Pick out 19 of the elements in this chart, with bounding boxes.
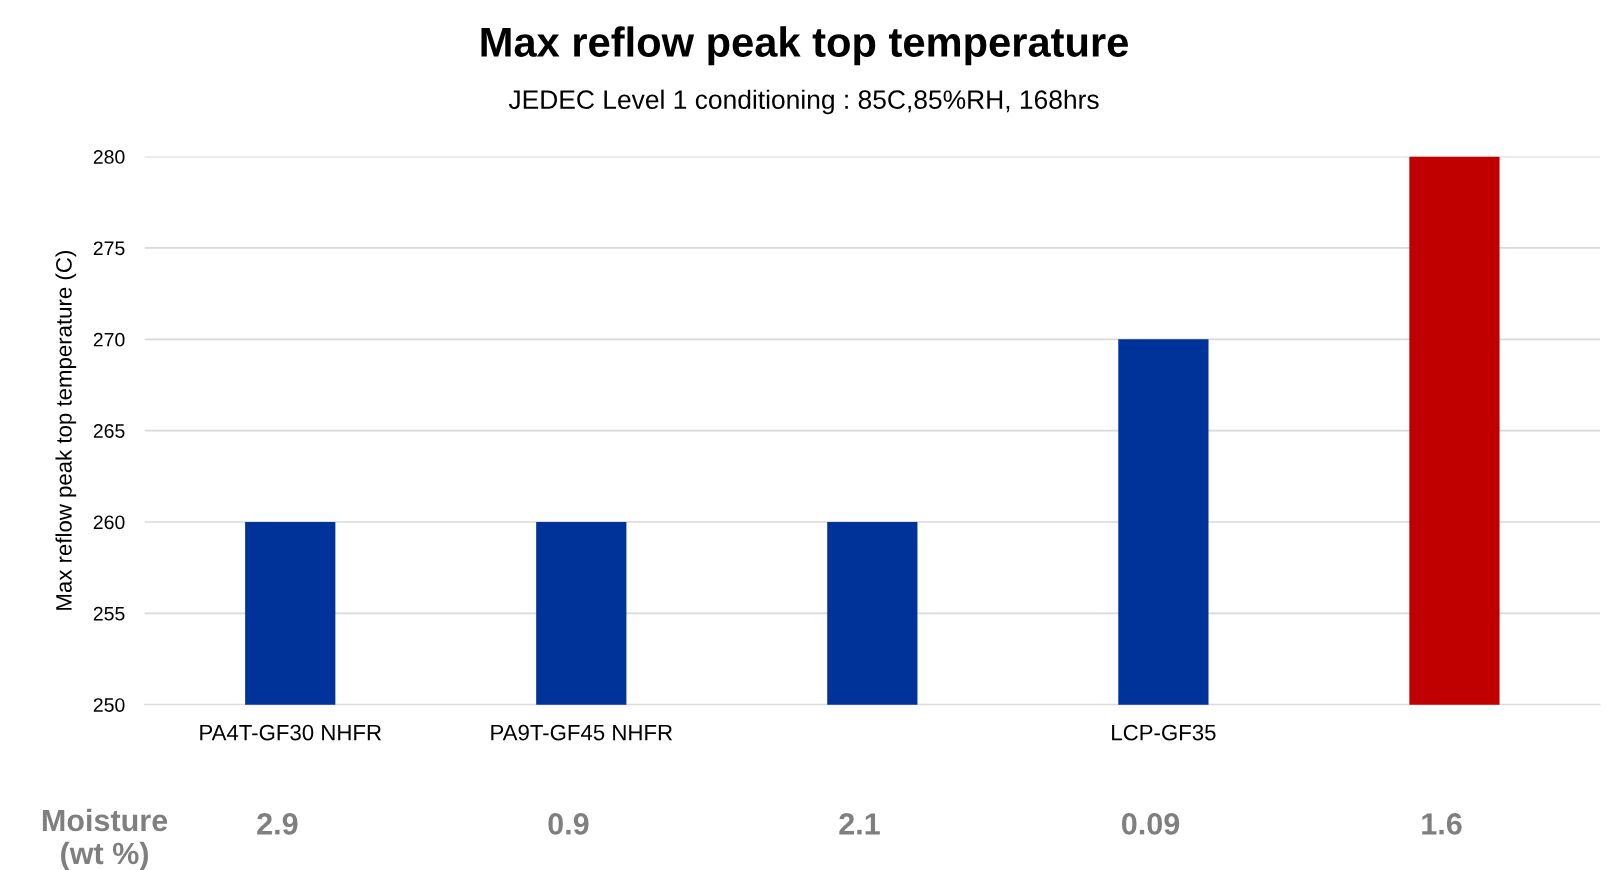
y-tick-label: 265 xyxy=(93,424,125,438)
y-tick-label: 270 xyxy=(93,332,125,347)
x-tick-label: PA9T-GF45 NHFR xyxy=(491,724,673,741)
text: Moisture (wt %) xyxy=(42,808,168,870)
text: 1.6 xyxy=(1422,813,1462,835)
text: 0.09 xyxy=(1122,813,1180,835)
text: 2.1 xyxy=(839,813,880,835)
chart-subtitle: JEDEC Level 1 conditioning : 85C,85%RH, 168hrs xyxy=(508,89,1099,115)
y-tick-label: 280 xyxy=(93,150,125,164)
y-tick-label: 275 xyxy=(93,241,125,256)
x-tick-label: LCP-GF35 xyxy=(1112,724,1216,741)
y-tick-label: 260 xyxy=(93,515,125,530)
y-axis-title: Max reflow peak top temperature (C) xyxy=(55,251,77,610)
chart-title: Max reflow peak top temperature xyxy=(481,26,1128,66)
text: 2.9 xyxy=(257,813,298,835)
y-tick-label: 255 xyxy=(93,606,125,621)
text: 0.9 xyxy=(548,813,589,835)
x-tick-label: PA4T-GF30 NHFR xyxy=(200,724,382,741)
y-tick-label: 250 xyxy=(93,698,125,712)
